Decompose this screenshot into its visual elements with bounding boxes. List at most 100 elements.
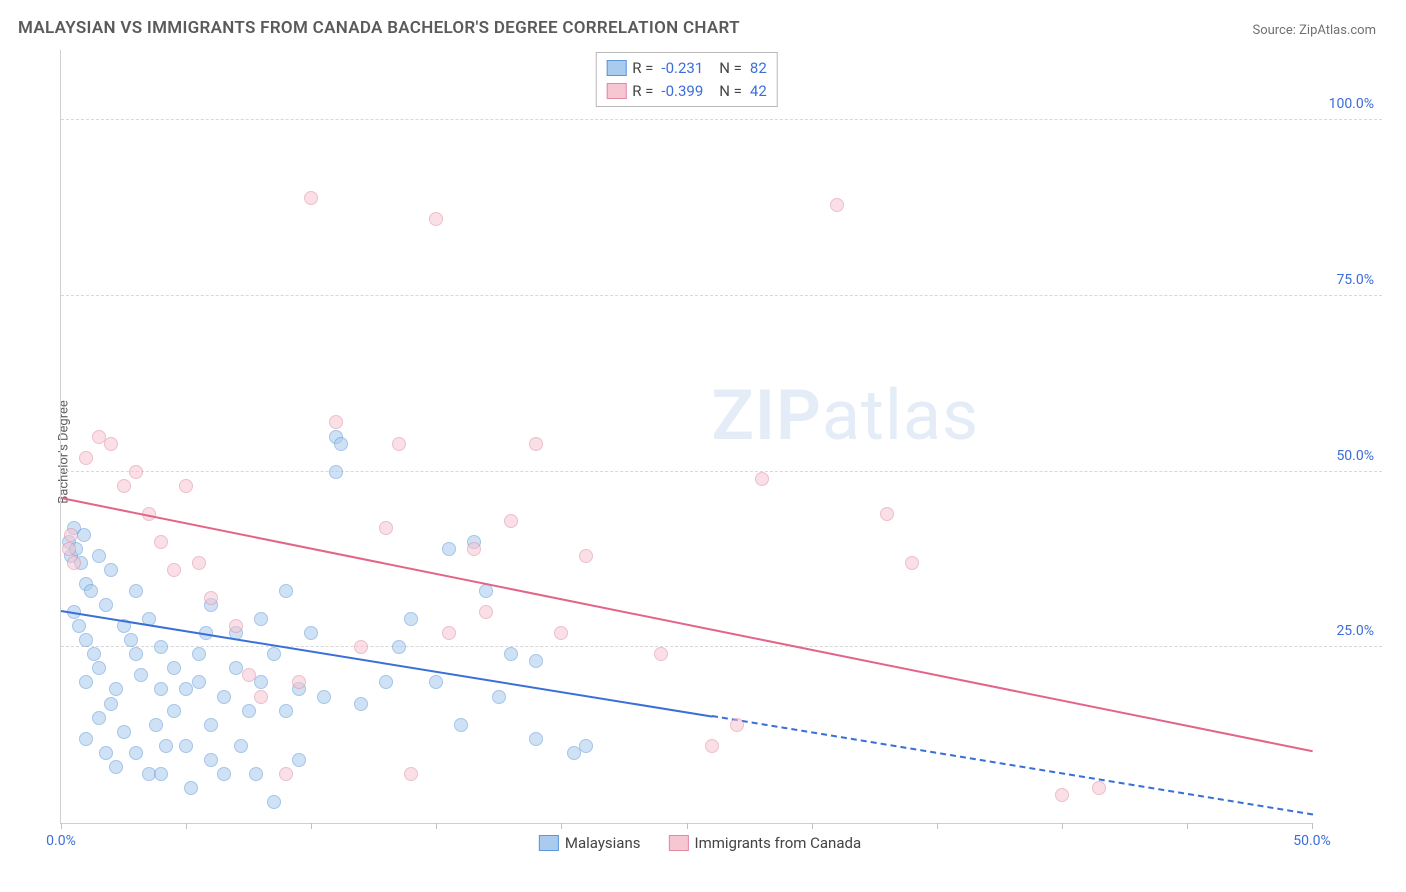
scatter-point <box>755 472 769 486</box>
x-tick <box>561 823 562 829</box>
scatter-point <box>830 198 844 212</box>
x-legend-label: Malaysians <box>565 834 641 852</box>
scatter-point <box>154 682 168 696</box>
scatter-point <box>192 647 206 661</box>
scatter-point <box>404 612 418 626</box>
scatter-point <box>554 626 568 640</box>
scatter-point <box>104 697 118 711</box>
scatter-point <box>404 767 418 781</box>
scatter-point <box>329 465 343 479</box>
scatter-point <box>730 718 744 732</box>
scatter-point <box>129 746 143 760</box>
scatter-point <box>334 437 348 451</box>
scatter-point <box>117 479 131 493</box>
scatter-point <box>109 760 123 774</box>
scatter-point <box>184 781 198 795</box>
scatter-point <box>79 633 93 647</box>
scatter-point <box>354 697 368 711</box>
chart-container: Bachelor's Degree ZIPatlas 25.0%50.0%75.… <box>18 50 1382 854</box>
x-tick <box>186 823 187 829</box>
scatter-point <box>504 514 518 528</box>
chart-title: MALAYSIAN VS IMMIGRANTS FROM CANADA BACH… <box>18 18 740 38</box>
scatter-point <box>392 437 406 451</box>
x-tick-label: 0.0% <box>46 833 76 849</box>
watermark: ZIPatlas <box>712 375 980 457</box>
scatter-point <box>104 563 118 577</box>
scatter-point <box>229 619 243 633</box>
scatter-point <box>204 718 218 732</box>
scatter-point <box>654 647 668 661</box>
scatter-point <box>429 212 443 226</box>
legend-stats-row: R =-0.399N =42 <box>606 80 767 103</box>
scatter-point <box>254 675 268 689</box>
scatter-point <box>92 549 106 563</box>
scatter-point <box>67 556 81 570</box>
legend-n-label: N = <box>719 57 742 80</box>
scatter-point <box>529 437 543 451</box>
x-tick-label: 50.0% <box>1293 833 1331 849</box>
scatter-point <box>192 675 206 689</box>
scatter-point <box>249 767 263 781</box>
trend-line-dashed <box>712 715 1313 815</box>
scatter-point <box>454 718 468 732</box>
chart-source: Source: ZipAtlas.com <box>1252 23 1376 38</box>
scatter-point <box>79 675 93 689</box>
scatter-point <box>279 584 293 598</box>
scatter-point <box>279 704 293 718</box>
scatter-point <box>880 507 894 521</box>
scatter-point <box>134 668 148 682</box>
legend-r-value: -0.399 <box>661 80 703 103</box>
scatter-point <box>705 739 719 753</box>
legend-swatch <box>668 835 688 851</box>
scatter-point <box>179 479 193 493</box>
legend-stats-box: R =-0.231N =82R =-0.399N =42 <box>595 52 778 107</box>
scatter-point <box>204 753 218 767</box>
scatter-point <box>109 682 123 696</box>
gridline <box>61 119 1382 120</box>
x-tick <box>687 823 688 829</box>
scatter-point <box>479 605 493 619</box>
scatter-point <box>379 521 393 535</box>
scatter-point <box>304 191 318 205</box>
scatter-point <box>1055 788 1069 802</box>
scatter-point <box>492 690 506 704</box>
scatter-point <box>292 753 306 767</box>
x-tick <box>61 823 62 829</box>
scatter-point <box>87 647 101 661</box>
scatter-point <box>267 795 281 809</box>
x-legend: MalaysiansImmigrants from Canada <box>539 834 861 852</box>
scatter-point <box>167 704 181 718</box>
scatter-point <box>254 612 268 626</box>
legend-stats-row: R =-0.231N =82 <box>606 57 767 80</box>
scatter-point <box>504 647 518 661</box>
scatter-point <box>304 626 318 640</box>
plot-area: ZIPatlas 25.0%50.0%75.0%100.0%0.0%50.0%R… <box>60 50 1312 824</box>
scatter-point <box>529 732 543 746</box>
scatter-point <box>92 661 106 675</box>
scatter-point <box>217 690 231 704</box>
scatter-point <box>159 739 173 753</box>
scatter-point <box>242 668 256 682</box>
scatter-point <box>79 451 93 465</box>
scatter-point <box>234 739 248 753</box>
watermark-atlas: atlas <box>822 375 979 457</box>
legend-n-value: 82 <box>750 57 767 80</box>
x-tick <box>812 823 813 829</box>
scatter-point <box>154 640 168 654</box>
scatter-point <box>104 437 118 451</box>
scatter-point <box>117 725 131 739</box>
legend-swatch <box>606 83 626 99</box>
scatter-point <box>354 640 368 654</box>
watermark-zip: ZIP <box>712 375 822 457</box>
scatter-point <box>129 584 143 598</box>
scatter-point <box>529 654 543 668</box>
legend-r-value: -0.231 <box>661 57 703 80</box>
scatter-point <box>72 619 86 633</box>
scatter-point <box>124 633 138 647</box>
scatter-point <box>242 704 256 718</box>
scatter-point <box>1092 781 1106 795</box>
y-tick-label: 100.0% <box>1329 96 1374 112</box>
scatter-point <box>254 690 268 704</box>
scatter-point <box>379 675 393 689</box>
scatter-point <box>77 528 91 542</box>
